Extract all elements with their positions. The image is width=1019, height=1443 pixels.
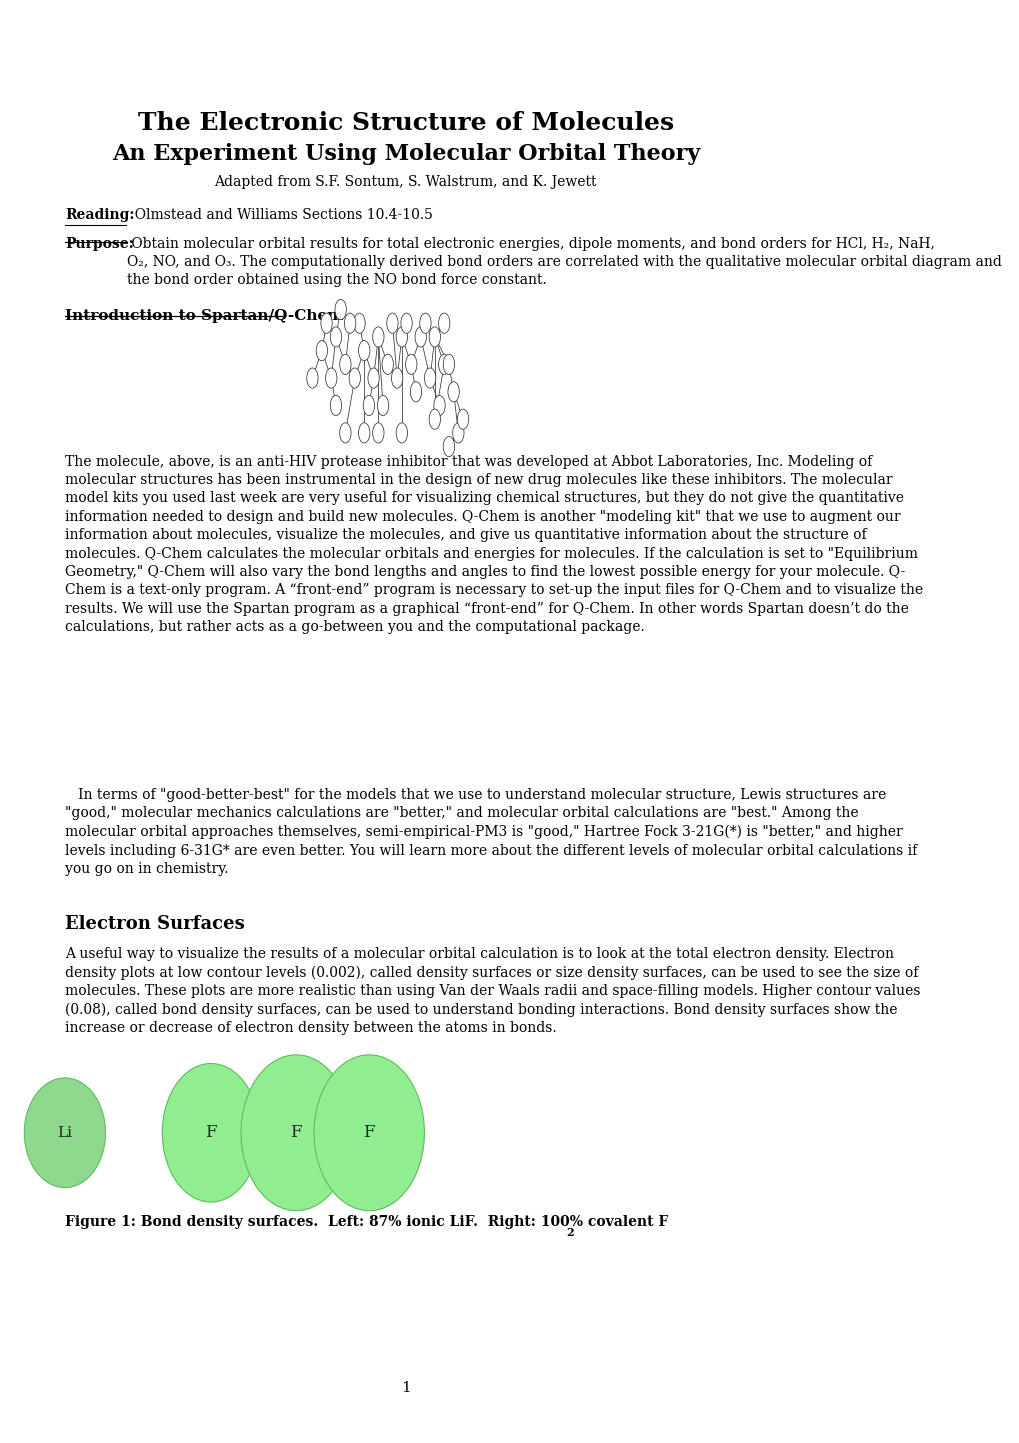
Text: F: F [205, 1124, 217, 1141]
Circle shape [344, 313, 356, 333]
Circle shape [410, 381, 421, 403]
Circle shape [400, 313, 412, 333]
Circle shape [321, 313, 332, 333]
Text: Obtain molecular orbital results for total electronic energies, dipole moments, : Obtain molecular orbital results for tot… [127, 237, 1002, 287]
Circle shape [415, 328, 426, 348]
Circle shape [325, 368, 336, 388]
Circle shape [406, 354, 417, 375]
Circle shape [382, 354, 393, 375]
Circle shape [424, 368, 435, 388]
Circle shape [429, 410, 440, 430]
Text: Figure 1: Bond density surfaces.  Left: 87% ionic LiF.  Right: 100% covalent F: Figure 1: Bond density surfaces. Left: 8… [65, 1215, 667, 1229]
Circle shape [395, 423, 408, 443]
Circle shape [334, 299, 346, 320]
Text: The molecule, above, is an anti-HIV protease inhibitor that was developed at Abb: The molecule, above, is an anti-HIV prot… [65, 455, 922, 633]
Text: The Electronic Structure of Molecules: The Electronic Structure of Molecules [138, 111, 674, 134]
Text: Li: Li [57, 1126, 72, 1140]
Text: Introduction to Spartan/Q-Chem: Introduction to Spartan/Q-Chem [65, 309, 343, 323]
Text: Purpose:: Purpose: [65, 237, 133, 251]
Text: A useful way to visualize the results of a molecular orbital calculation is to l: A useful way to visualize the results of… [65, 947, 919, 1035]
Circle shape [447, 381, 459, 403]
Text: F: F [290, 1124, 302, 1141]
Circle shape [452, 423, 464, 443]
Text: In terms of "good-better-best" for the models that we use to understand molecula: In terms of "good-better-best" for the m… [65, 788, 916, 876]
Circle shape [372, 328, 383, 348]
Circle shape [330, 328, 341, 348]
Text: An Experiment Using Molecular Orbital Theory: An Experiment Using Molecular Orbital Th… [111, 143, 699, 166]
Ellipse shape [240, 1055, 351, 1211]
Circle shape [358, 423, 370, 443]
Circle shape [339, 423, 351, 443]
Text: F: F [363, 1124, 375, 1141]
Circle shape [386, 313, 397, 333]
Circle shape [377, 395, 388, 416]
Text: 1: 1 [400, 1381, 411, 1395]
Circle shape [391, 368, 403, 388]
Circle shape [348, 368, 360, 388]
Circle shape [443, 354, 454, 375]
Text: Olmstead and Williams Sections 10.4-10.5: Olmstead and Williams Sections 10.4-10.5 [125, 208, 432, 222]
Text: Adapted from S.F. Sontum, S. Walstrum, and K. Jewett: Adapted from S.F. Sontum, S. Walstrum, a… [214, 175, 596, 189]
Circle shape [368, 368, 379, 388]
Circle shape [363, 395, 374, 416]
Text: 2: 2 [566, 1227, 574, 1238]
Circle shape [316, 341, 327, 361]
Circle shape [307, 368, 318, 388]
Circle shape [429, 328, 440, 348]
Circle shape [419, 313, 431, 333]
Circle shape [330, 395, 341, 416]
Ellipse shape [24, 1078, 105, 1188]
Circle shape [457, 410, 469, 430]
Circle shape [443, 436, 454, 456]
Text: Electron Surfaces: Electron Surfaces [65, 915, 245, 932]
Ellipse shape [162, 1063, 260, 1202]
Circle shape [339, 354, 351, 375]
Circle shape [395, 328, 408, 348]
Circle shape [438, 354, 449, 375]
Text: Reading:: Reading: [65, 208, 135, 222]
Circle shape [354, 313, 365, 333]
Circle shape [372, 423, 383, 443]
Circle shape [358, 341, 370, 361]
Circle shape [433, 395, 444, 416]
Circle shape [438, 313, 449, 333]
Ellipse shape [314, 1055, 424, 1211]
